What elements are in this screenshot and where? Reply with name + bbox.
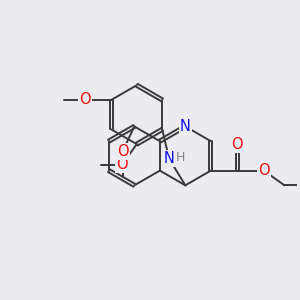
Text: O: O	[258, 163, 270, 178]
Text: N: N	[164, 151, 175, 166]
Text: O: O	[232, 136, 243, 152]
Text: O: O	[79, 92, 91, 107]
Text: O: O	[117, 144, 128, 159]
Text: O: O	[116, 157, 128, 172]
Text: N: N	[180, 119, 191, 134]
Text: H: H	[176, 151, 185, 164]
